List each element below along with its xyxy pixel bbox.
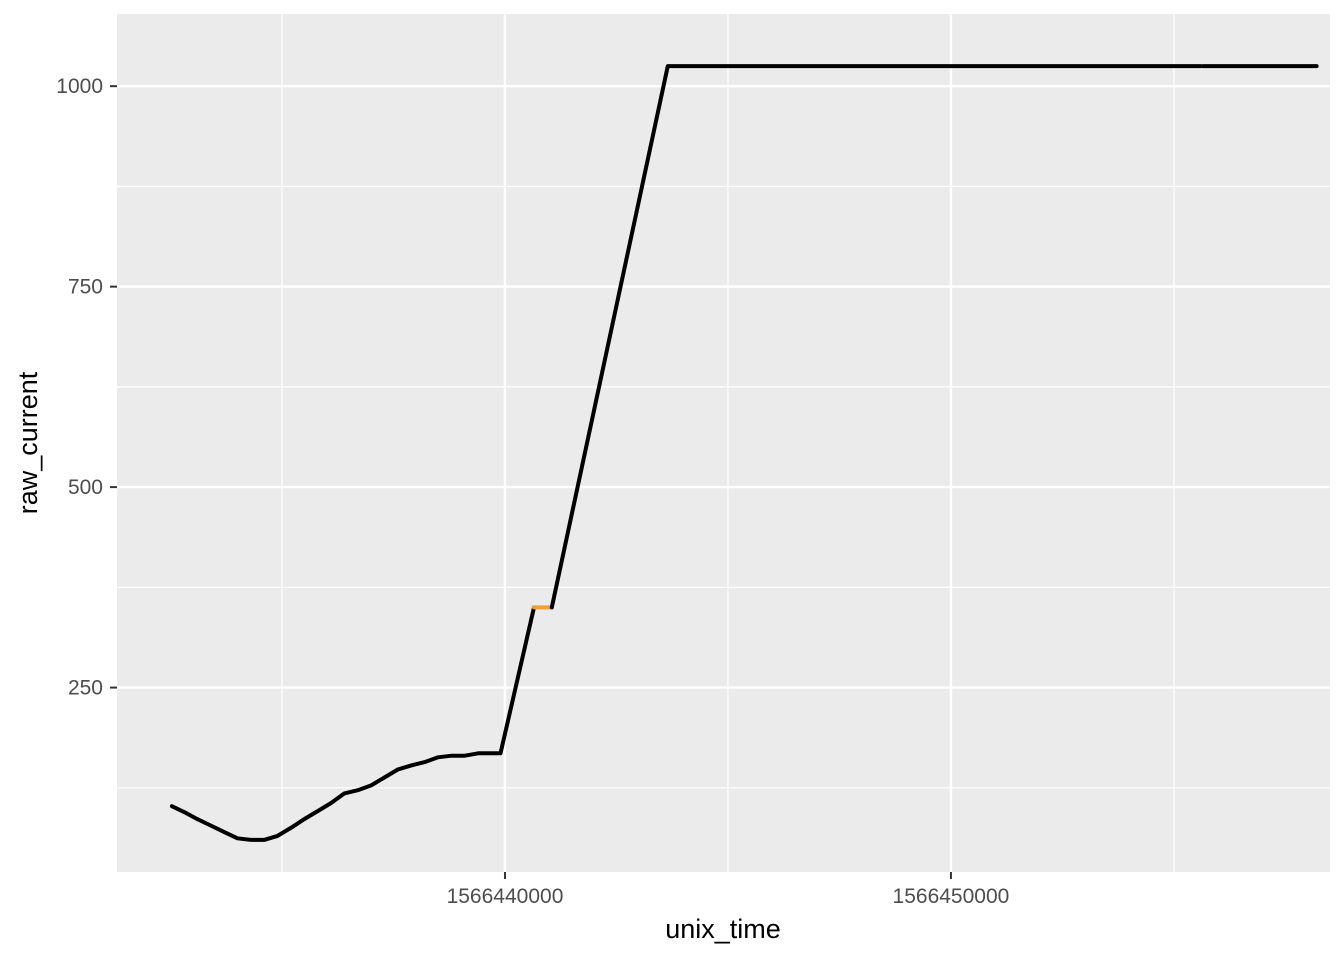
y-tick-label: 500 — [68, 476, 103, 499]
major-gridlines — [117, 14, 1330, 872]
series-line — [169, 605, 536, 842]
minor-gridlines — [117, 14, 1330, 872]
y-tick-label: 1000 — [56, 75, 103, 98]
series-line — [549, 64, 1203, 610]
y-axis-title: raw_current — [13, 371, 43, 514]
x-axis: 1566440000 1566450000 — [447, 872, 1010, 908]
x-tick-label: 1566440000 — [447, 885, 564, 908]
y-axis: 250 500 750 1000 — [56, 75, 117, 700]
series-layer — [169, 64, 1319, 842]
x-axis-title: unix_time — [665, 914, 781, 944]
plot-panel — [117, 14, 1330, 872]
y-tick-label: 250 — [68, 677, 103, 700]
x-tick-label: 1566450000 — [893, 885, 1010, 908]
y-tick-label: 750 — [68, 276, 103, 299]
